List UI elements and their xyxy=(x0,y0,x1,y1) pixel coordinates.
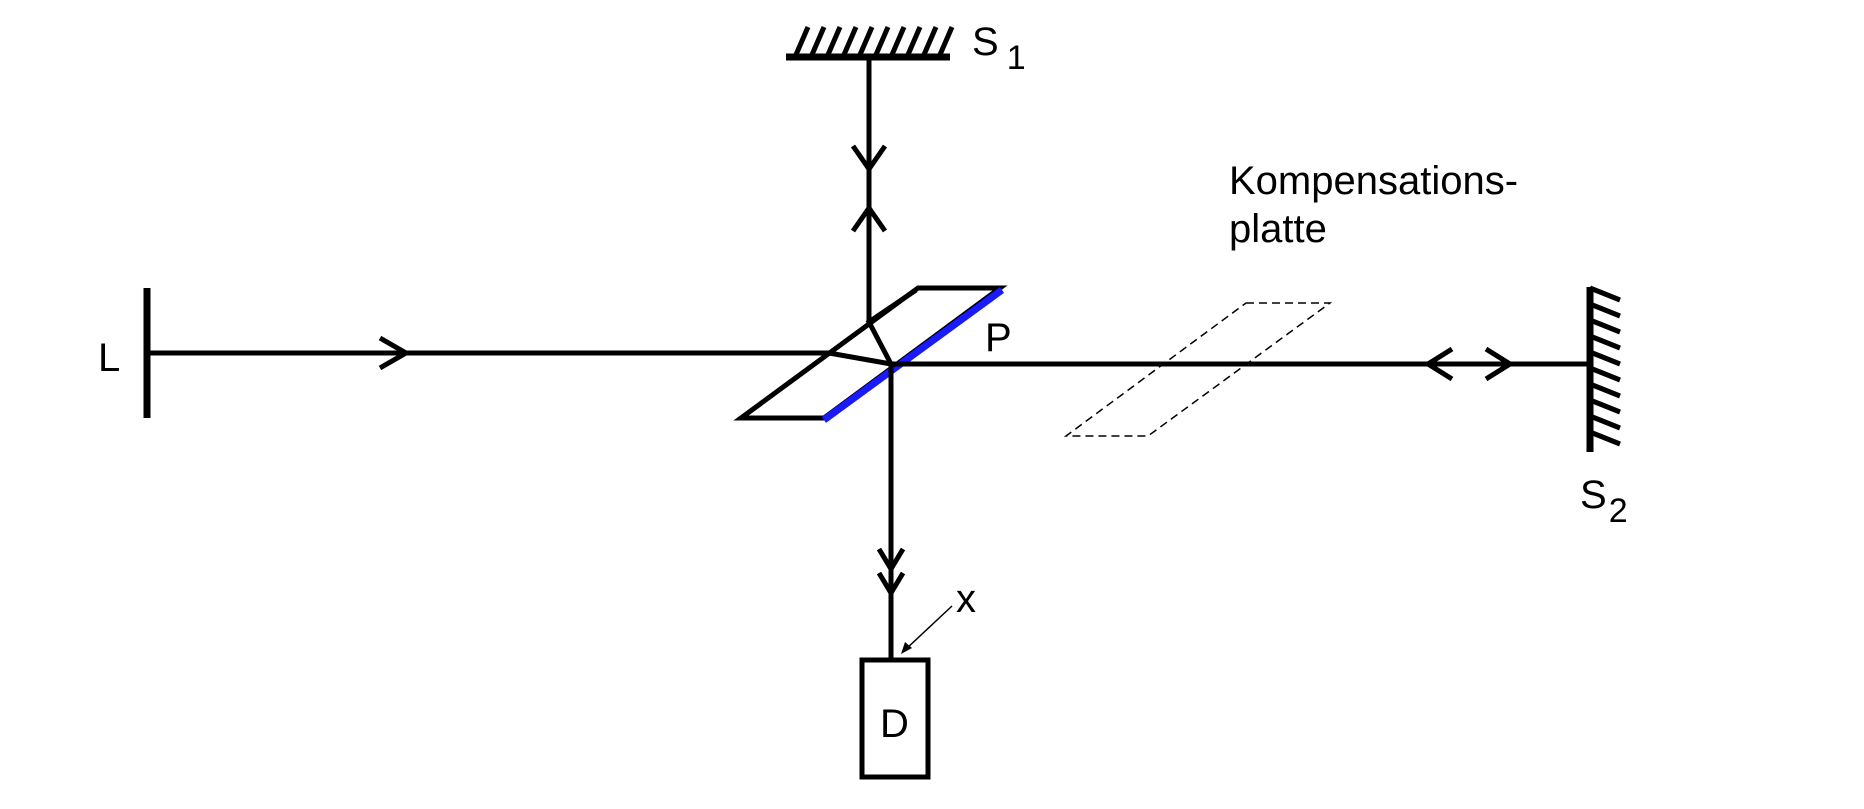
mirror-s1-hatch xyxy=(904,26,923,58)
arrow-left-mirror2 xyxy=(1423,346,1454,382)
mirror-s1-hatch xyxy=(840,26,859,58)
arrow-up-mirror1 xyxy=(850,203,888,233)
arrow-down-mirror1 xyxy=(850,144,888,174)
mirror-s1-hatch xyxy=(808,26,827,58)
arrow-down-detector1 xyxy=(876,547,906,574)
mirror-s2-hatch xyxy=(1589,317,1621,335)
mirror-s1-hatch xyxy=(792,26,811,58)
mirror-s1-hatch xyxy=(888,26,907,58)
detector-box xyxy=(859,657,931,780)
mirror-s1-hatch xyxy=(936,26,955,58)
label-source: L xyxy=(98,336,120,380)
mirror-s1-hatch xyxy=(856,26,875,58)
mirror-s2-hatch xyxy=(1589,349,1621,367)
mirror-s2-hatch xyxy=(1589,301,1621,319)
mirror-s2-hatch xyxy=(1589,397,1621,415)
mirror-s2-hatch xyxy=(1589,365,1621,383)
pointer-x-arrowhead xyxy=(901,642,912,654)
arrow-down-detector2 xyxy=(876,571,906,598)
mirror-s2-hatch xyxy=(1589,429,1621,447)
mirror-s2 xyxy=(1586,285,1621,452)
beam-refraction-path xyxy=(828,287,918,368)
mirror-s2-hatch xyxy=(1589,381,1621,399)
mirror-s1-hatch xyxy=(872,26,891,58)
label-point: x xyxy=(956,577,976,621)
pointer-x xyxy=(904,605,953,651)
label-detector: D xyxy=(880,702,909,746)
beam-splitter-coating xyxy=(821,287,1005,423)
compensation-plate xyxy=(1063,302,1333,437)
label-plate: P xyxy=(985,316,1012,360)
arrow-incoming xyxy=(378,335,412,371)
mirror-s1 xyxy=(786,26,955,61)
label-compensation-line1: Kompensations- xyxy=(1229,159,1518,203)
label-compensation-line2: platte xyxy=(1229,207,1327,251)
mirror-s1-hatch xyxy=(920,26,939,58)
mirror-s2-hatch xyxy=(1589,285,1621,303)
arrow-right-mirror2 xyxy=(1484,346,1515,382)
mirror-s2-hatch xyxy=(1589,413,1621,431)
mirror-s2-hatch xyxy=(1589,333,1621,351)
label-mirror2: S2 xyxy=(1580,473,1628,530)
mirror-s1-hatch xyxy=(824,26,843,58)
